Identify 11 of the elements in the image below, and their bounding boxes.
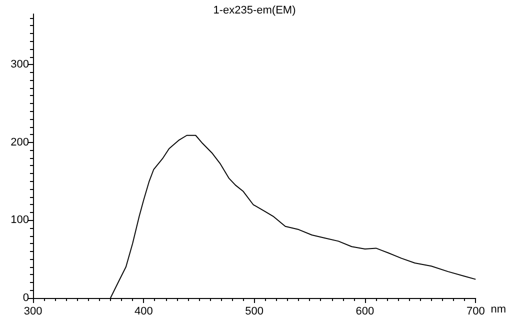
x-tick-label: 300: [24, 306, 42, 318]
x-tick-label: 600: [356, 306, 374, 318]
x-tick-label: 700: [466, 306, 485, 318]
y-tick-label: 300: [10, 58, 29, 71]
x-tick-label: 500: [245, 306, 264, 318]
y-tick-label: 100: [10, 214, 29, 226]
y-tick-label: 200: [10, 136, 29, 148]
x-axis-title: nm: [490, 304, 506, 316]
x-tick-label: 400: [134, 306, 153, 318]
y-tick-label: 0: [22, 292, 29, 304]
chart-title: 1-ex235-em(EM): [213, 4, 296, 16]
